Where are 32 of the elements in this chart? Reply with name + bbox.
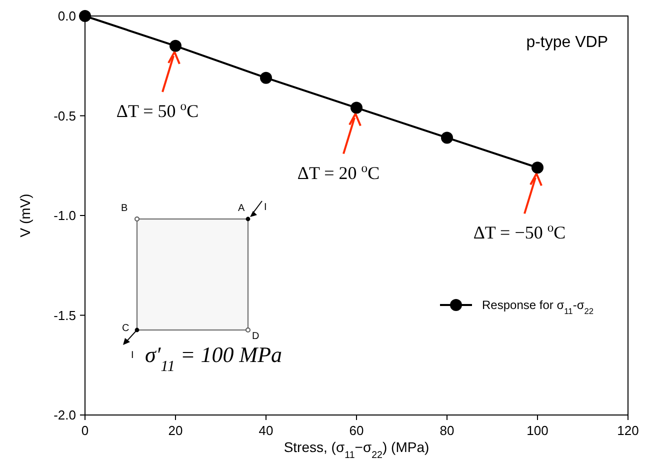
point	[532, 162, 544, 174]
annotation: ΔT = 50 $^{o}$C	[116, 98, 199, 121]
y-tick-label: 0.0	[58, 8, 76, 24]
x-tick-label: 0	[81, 423, 89, 438]
y-axis-title: V (mV)	[17, 194, 33, 238]
y-tick-label: -0.5	[54, 108, 76, 124]
point	[260, 72, 272, 84]
x-tick-label: 20	[168, 423, 183, 438]
point	[79, 10, 91, 22]
x-tick-label: 100	[526, 423, 548, 438]
annotation: I	[264, 202, 267, 213]
annotation: ΔT = −50 $^{o}$C	[473, 220, 566, 243]
point	[350, 102, 362, 114]
point	[170, 40, 182, 52]
x-tick-label: 80	[440, 423, 454, 438]
x-axis-title: Stress, (σ$_{11}$−σ$_{22}$) (MPa)	[284, 439, 430, 460]
annotation: p-type VDP	[526, 34, 608, 51]
y-tick-label: -1.5	[54, 308, 76, 323]
x-tick-label: 40	[258, 423, 274, 438]
annotation: ΔT = 20 $^{o}$C	[297, 160, 380, 183]
annotation: C	[122, 323, 130, 334]
y-tick-label: -2.0	[54, 408, 76, 422]
annotation: B	[121, 203, 128, 214]
legend-label: Response for σ$_{11}$-σ$_{22}$	[482, 298, 594, 316]
annotation: I	[131, 350, 134, 361]
annotation: σ′$_{11}$ = 100 MPa	[145, 342, 282, 374]
y-tick-label: -1.0	[54, 208, 76, 223]
x-tick-label: 120	[617, 423, 639, 438]
point	[441, 132, 453, 144]
x-tick-label: 60	[349, 423, 364, 438]
annotation: A	[238, 203, 245, 214]
annotation: D	[252, 331, 260, 342]
